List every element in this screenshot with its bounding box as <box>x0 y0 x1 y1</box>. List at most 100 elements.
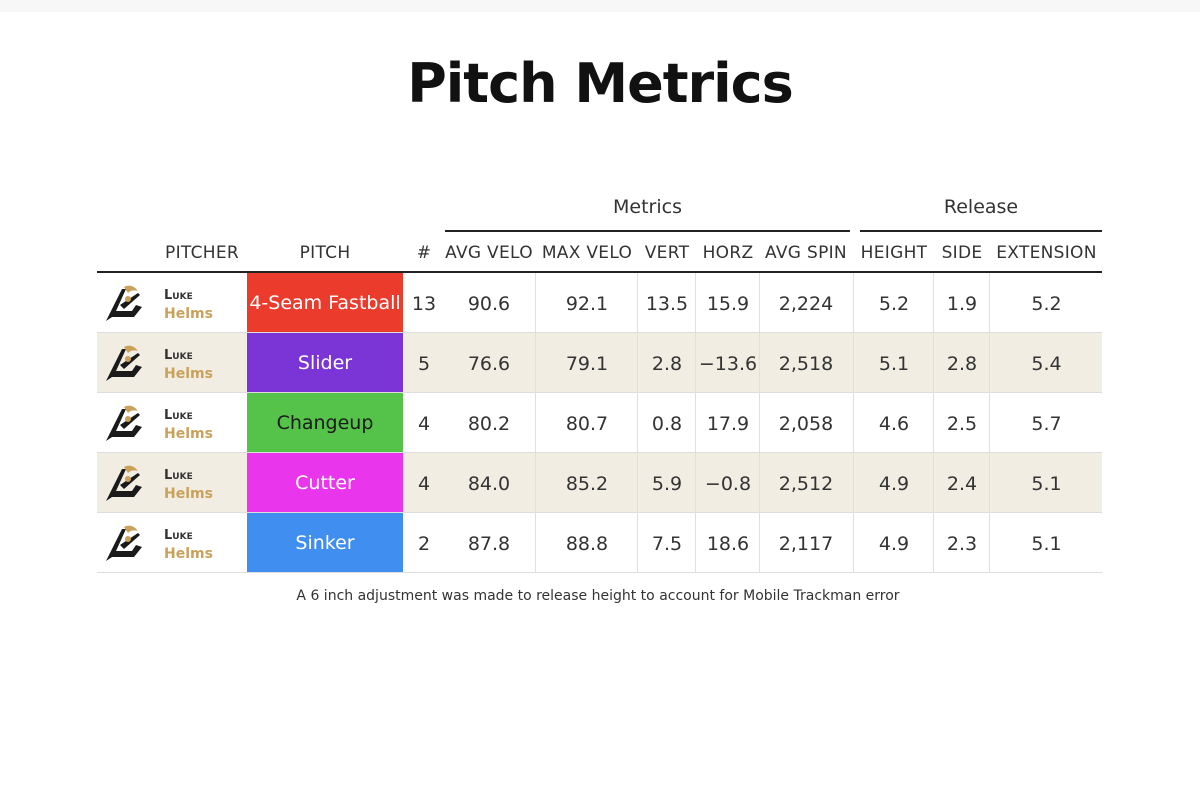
col-height: HEIGHT <box>860 243 928 263</box>
cell-extension: 5.1 <box>1031 473 1062 495</box>
pitcher-last-name: Helms <box>164 486 213 502</box>
cell-avg-spin: 2,518 <box>778 353 834 375</box>
column-separator <box>637 273 638 333</box>
column-separator <box>637 333 638 393</box>
cell-vert: 5.9 <box>651 473 683 495</box>
column-separator <box>637 513 638 573</box>
cell-max-velo: 85.2 <box>565 473 609 495</box>
cell-vert: 13.5 <box>645 293 689 315</box>
cell-avg-velo: 80.2 <box>467 413 511 435</box>
cell-avg-spin: 2,117 <box>778 533 834 555</box>
cell-avg-spin: 2,058 <box>778 413 834 435</box>
column-separator <box>535 333 536 393</box>
cell-height: 4.9 <box>878 473 910 495</box>
col-side: SIDE <box>941 243 983 263</box>
col-max-velo: MAX VELO <box>541 243 633 263</box>
column-separator <box>989 453 990 513</box>
cell-avg-spin: 2,224 <box>778 293 834 315</box>
column-separator <box>853 333 854 393</box>
pitcher-first-name: Luke <box>164 288 193 303</box>
cell-max-velo: 88.8 <box>565 533 609 555</box>
page-title: Pitch Metrics <box>407 52 794 115</box>
column-separator <box>637 453 638 513</box>
cell-height: 5.2 <box>878 293 910 315</box>
column-separator <box>759 333 760 393</box>
pitcher-last-name: Helms <box>164 426 213 442</box>
pitch-metrics-table: Metrics Release PITCHER PITCH # AVG VELO… <box>97 190 1102 573</box>
pitcher-name: Luke Helms <box>164 287 213 323</box>
pitcher-last-name: Helms <box>164 366 213 382</box>
column-separator <box>853 513 854 573</box>
cell-horz: 17.9 <box>706 413 750 435</box>
column-separator <box>989 333 990 393</box>
cell-max-velo: 80.7 <box>565 413 609 435</box>
col-avg-spin: AVG SPIN <box>765 243 847 263</box>
column-separator <box>853 393 854 453</box>
pitch-type-cell: Sinker <box>247 513 403 572</box>
pitcher-name: Luke Helms <box>164 467 213 503</box>
cell-horz: −13.6 <box>698 353 758 375</box>
cell-max-velo: 92.1 <box>565 293 609 315</box>
cell-vert: 7.5 <box>651 533 683 555</box>
cell-count: 5 <box>417 353 431 375</box>
column-separator <box>637 393 638 453</box>
pitcher-first-name: Luke <box>164 348 193 363</box>
column-separator <box>933 513 934 573</box>
column-separator <box>695 513 696 573</box>
top-band <box>0 0 1200 12</box>
cell-avg-velo: 76.6 <box>467 353 511 375</box>
cell-avg-velo: 90.6 <box>467 293 511 315</box>
column-separator <box>695 453 696 513</box>
column-separator <box>535 273 536 333</box>
cell-avg-velo: 84.0 <box>467 473 511 495</box>
pitch-type-cell: Changeup <box>247 393 403 452</box>
pitcher-last-name: Helms <box>164 306 213 322</box>
cell-avg-velo: 87.8 <box>467 533 511 555</box>
col-pitch: PITCH <box>299 243 351 263</box>
cell-count: 13 <box>411 293 437 315</box>
cell-extension: 5.2 <box>1031 293 1062 315</box>
column-separator <box>759 513 760 573</box>
col-horz: HORZ <box>702 243 754 263</box>
column-separator <box>535 513 536 573</box>
cell-horz: −0.8 <box>704 473 752 495</box>
cell-horz: 18.6 <box>706 533 750 555</box>
table-row: Luke Helms Slider 5 76.6 79.1 2.8 −13.6 2,518 5.1… <box>97 333 1102 393</box>
pitcher-first-name: Luke <box>164 408 193 423</box>
cell-avg-spin: 2,512 <box>778 473 834 495</box>
column-separator <box>853 273 854 333</box>
table-row: Luke Helms Changeup 4 80.2 80.7 0.8 17.9 2,058 4.… <box>97 393 1102 453</box>
pitch-type-cell: Cutter <box>247 453 403 512</box>
pitcher-name: Luke Helms <box>164 347 213 383</box>
column-separator <box>989 393 990 453</box>
column-separator <box>759 393 760 453</box>
cell-count: 4 <box>417 473 431 495</box>
team-logo-icon <box>102 283 148 323</box>
cell-side: 1.9 <box>946 293 978 315</box>
column-separator <box>535 453 536 513</box>
column-separator <box>989 513 990 573</box>
table-body: Luke Helms 4-Seam Fastball 13 90.6 92.1 13.5 15… <box>97 273 1102 573</box>
column-separator <box>759 453 760 513</box>
column-separator <box>695 273 696 333</box>
col-pitcher: PITCHER <box>165 243 239 263</box>
column-header-row: PITCHER PITCH # AVG VELO MAX VELO VERT H… <box>97 232 1102 273</box>
footnote: A 6 inch adjustment was made to release … <box>296 588 900 604</box>
pitcher-first-name: Luke <box>164 528 193 543</box>
column-separator <box>853 453 854 513</box>
table-row: Luke Helms 4-Seam Fastball 13 90.6 92.1 13.5 15… <box>97 273 1102 333</box>
team-logo-icon <box>102 343 148 383</box>
team-logo-icon <box>102 403 148 443</box>
team-logo-icon <box>102 523 148 563</box>
group-metrics: Metrics <box>445 190 850 232</box>
col-vert: VERT <box>644 243 690 263</box>
pitcher-first-name: Luke <box>164 468 193 483</box>
column-separator <box>759 273 760 333</box>
cell-side: 2.5 <box>946 413 978 435</box>
column-separator <box>989 273 990 333</box>
pitch-type-cell: 4-Seam Fastball <box>247 273 403 332</box>
pitcher-name: Luke Helms <box>164 407 213 443</box>
pitch-type-cell: Slider <box>247 333 403 392</box>
cell-count: 4 <box>417 413 431 435</box>
cell-vert: 2.8 <box>651 353 683 375</box>
